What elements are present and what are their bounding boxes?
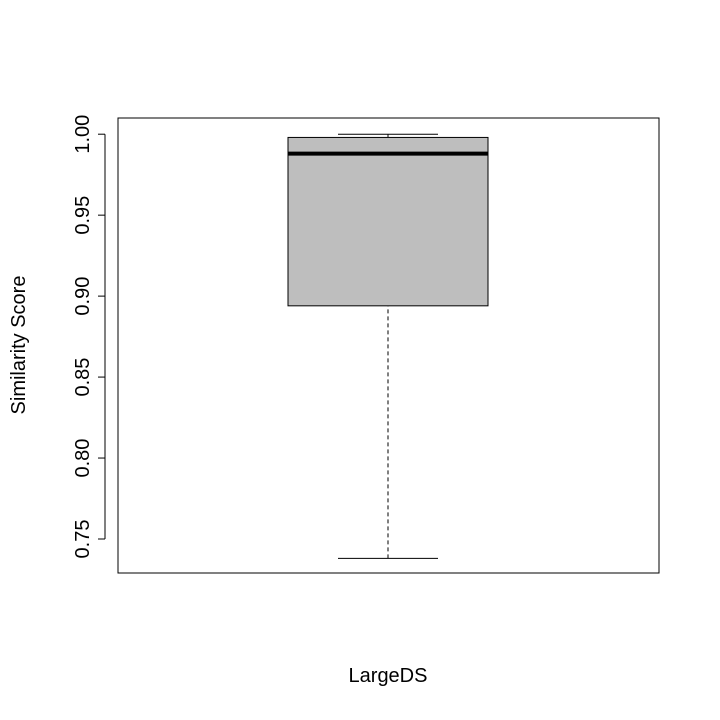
x-axis-title: LargeDS bbox=[349, 665, 428, 687]
y-tick-label: 0.85 bbox=[72, 358, 94, 397]
y-tick-label: 0.75 bbox=[72, 520, 94, 559]
y-tick-label: 0.80 bbox=[72, 439, 94, 478]
interquartile-box bbox=[287, 136, 489, 307]
box-plot bbox=[287, 133, 489, 559]
y-tick-label: 0.90 bbox=[72, 277, 94, 316]
y-tick-label: 0.95 bbox=[72, 196, 94, 235]
y-axis-title: Similarity Score bbox=[8, 276, 30, 415]
y-axis: 0.75 0.80 0.85 0.90 0.95 1.00 bbox=[72, 115, 106, 559]
plot-frame bbox=[117, 117, 660, 574]
y-tick-label: 1.00 bbox=[72, 115, 94, 154]
